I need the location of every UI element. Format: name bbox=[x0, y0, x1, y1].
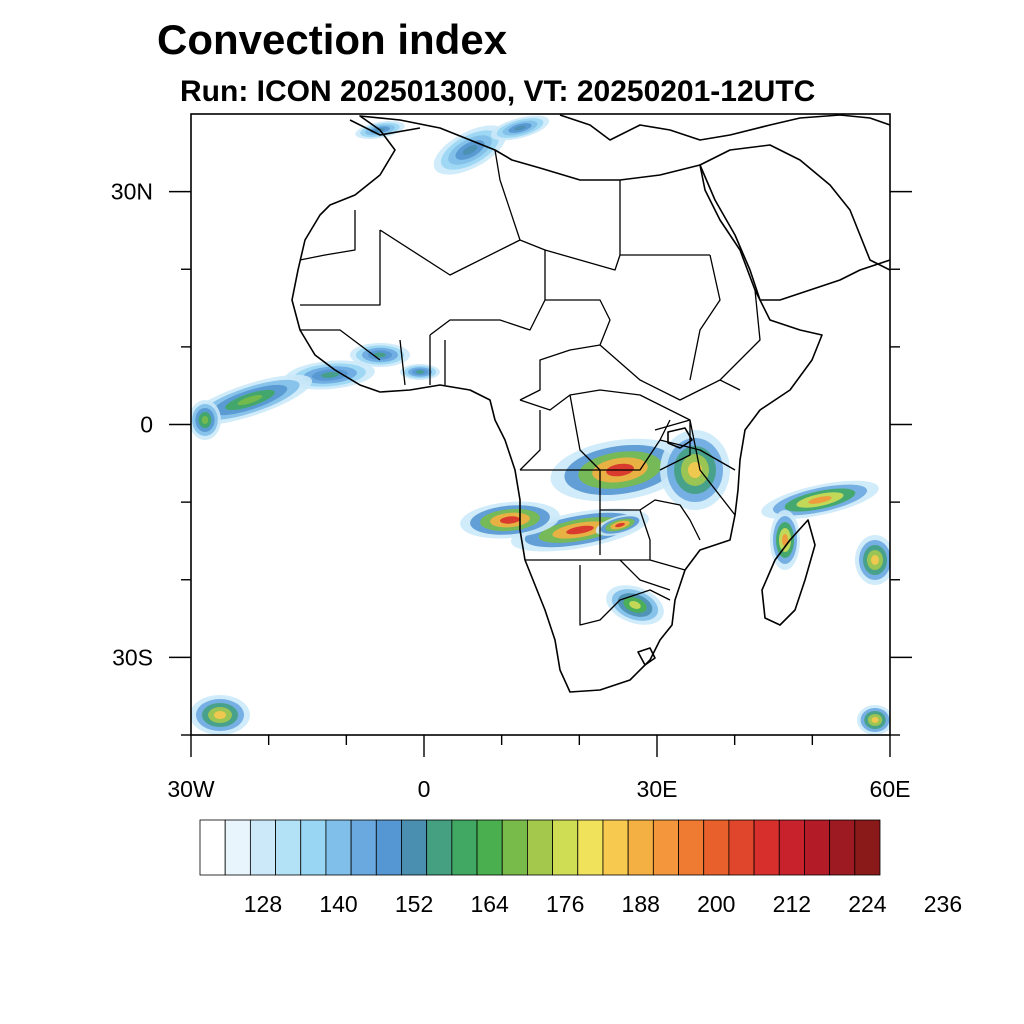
colorbar-tick-label: 212 bbox=[773, 891, 811, 917]
map-title: Convection index bbox=[157, 16, 508, 63]
arabia-coastline bbox=[699, 144, 890, 301]
colorbar-swatch bbox=[476, 819, 503, 876]
colorbar-tick-label: 236 bbox=[924, 891, 962, 917]
colorbar-swatch bbox=[577, 819, 604, 876]
colorbar-labels: 128 140 152 164 176 188 200 212 224 236 bbox=[244, 891, 962, 917]
colorbar-swatch bbox=[199, 819, 226, 876]
colorbar-tick-label: 224 bbox=[848, 891, 887, 917]
lon-tick-label: 30W bbox=[167, 776, 215, 802]
convection-contour bbox=[688, 462, 702, 478]
colorbar-swatch bbox=[501, 819, 528, 876]
colorbar-tick-label: 188 bbox=[622, 891, 660, 917]
lat-tick-label: 30N bbox=[111, 179, 153, 205]
convection-area bbox=[660, 430, 730, 510]
colorbar-swatch bbox=[678, 819, 705, 876]
convection-area bbox=[191, 535, 890, 735]
colorbar-swatch bbox=[602, 819, 629, 876]
africa-coastline bbox=[291, 115, 823, 693]
colorbar-tick-label: 140 bbox=[319, 891, 357, 917]
map-plot-area: 30W 0 30E 60E 30N 0 30S bbox=[111, 113, 912, 802]
colorbar-swatch bbox=[652, 819, 679, 876]
colorbar-swatch bbox=[627, 819, 654, 876]
convection-area bbox=[355, 115, 550, 175]
lon-tick-label: 30E bbox=[637, 776, 678, 802]
colorbar-swatch bbox=[375, 819, 402, 876]
map-subtitle: Run: ICON 2025013000, VT: 20250201-12UTC bbox=[180, 75, 815, 108]
axis-ticks bbox=[169, 190, 912, 757]
convection-contour bbox=[871, 717, 879, 723]
lat-tick-label: 30S bbox=[112, 644, 153, 670]
convection-contour bbox=[566, 525, 594, 535]
colorbar-tick-label: 200 bbox=[697, 891, 735, 917]
convection-contour bbox=[629, 601, 641, 609]
convection-contour bbox=[321, 372, 339, 378]
convection-area bbox=[191, 374, 313, 440]
colorbar-swatch bbox=[703, 819, 730, 876]
colorbar bbox=[199, 819, 881, 876]
colorbar-swatch bbox=[728, 819, 755, 876]
colorbar-swatch bbox=[224, 819, 251, 876]
convection-contour bbox=[871, 555, 879, 565]
lat-tick-label: 0 bbox=[140, 412, 153, 438]
convection-contour bbox=[374, 352, 386, 358]
colorbar-tick-label: 128 bbox=[244, 891, 282, 917]
colorbar-swatch bbox=[300, 819, 327, 876]
convection-contour bbox=[237, 394, 263, 406]
colorbar-swatch bbox=[778, 819, 805, 876]
colorbar-swatch bbox=[275, 819, 302, 876]
colorbar-swatch bbox=[829, 819, 856, 876]
convection-contour bbox=[615, 522, 625, 528]
colorbar-tick-label: 164 bbox=[470, 891, 509, 917]
lake-victoria bbox=[667, 427, 693, 449]
lon-tick-label: 0 bbox=[418, 776, 431, 802]
madagascar-coastline bbox=[761, 519, 816, 626]
convection-area bbox=[606, 585, 664, 625]
europe-coast bbox=[349, 114, 890, 141]
colorbar-swatch bbox=[854, 819, 881, 876]
colorbar-swatch bbox=[350, 819, 377, 876]
lake-lesotho-outline bbox=[637, 647, 656, 666]
colorbar-swatch bbox=[249, 819, 276, 876]
colorbar-swatch bbox=[753, 819, 780, 876]
convection-contour bbox=[214, 711, 226, 719]
lon-tick-label: 60E bbox=[870, 776, 911, 802]
colorbar-swatch bbox=[401, 819, 428, 876]
colorbar-swatch bbox=[552, 819, 579, 876]
axis-tick-labels: 30W 0 30E 60E 30N 0 30S bbox=[111, 179, 911, 802]
convection-contour bbox=[514, 125, 526, 131]
convection-contour bbox=[500, 516, 520, 524]
convection-contour bbox=[808, 496, 832, 504]
colorbar-tick-label: 152 bbox=[395, 891, 433, 917]
convection-contour bbox=[201, 416, 209, 424]
convection-area bbox=[761, 480, 879, 570]
colorbar-swatch bbox=[325, 819, 352, 876]
colorbar-tick-label: 176 bbox=[546, 891, 584, 917]
colorbar-swatch bbox=[804, 819, 831, 876]
country-borders bbox=[299, 149, 761, 626]
convection-contour bbox=[782, 534, 788, 546]
colorbar-swatch bbox=[426, 819, 453, 876]
convection-contour bbox=[416, 370, 424, 374]
coastlines-and-borders bbox=[291, 114, 890, 693]
colorbar-swatch bbox=[527, 819, 553, 876]
colorbar-swatch bbox=[451, 819, 478, 876]
convection-contour bbox=[462, 145, 478, 155]
